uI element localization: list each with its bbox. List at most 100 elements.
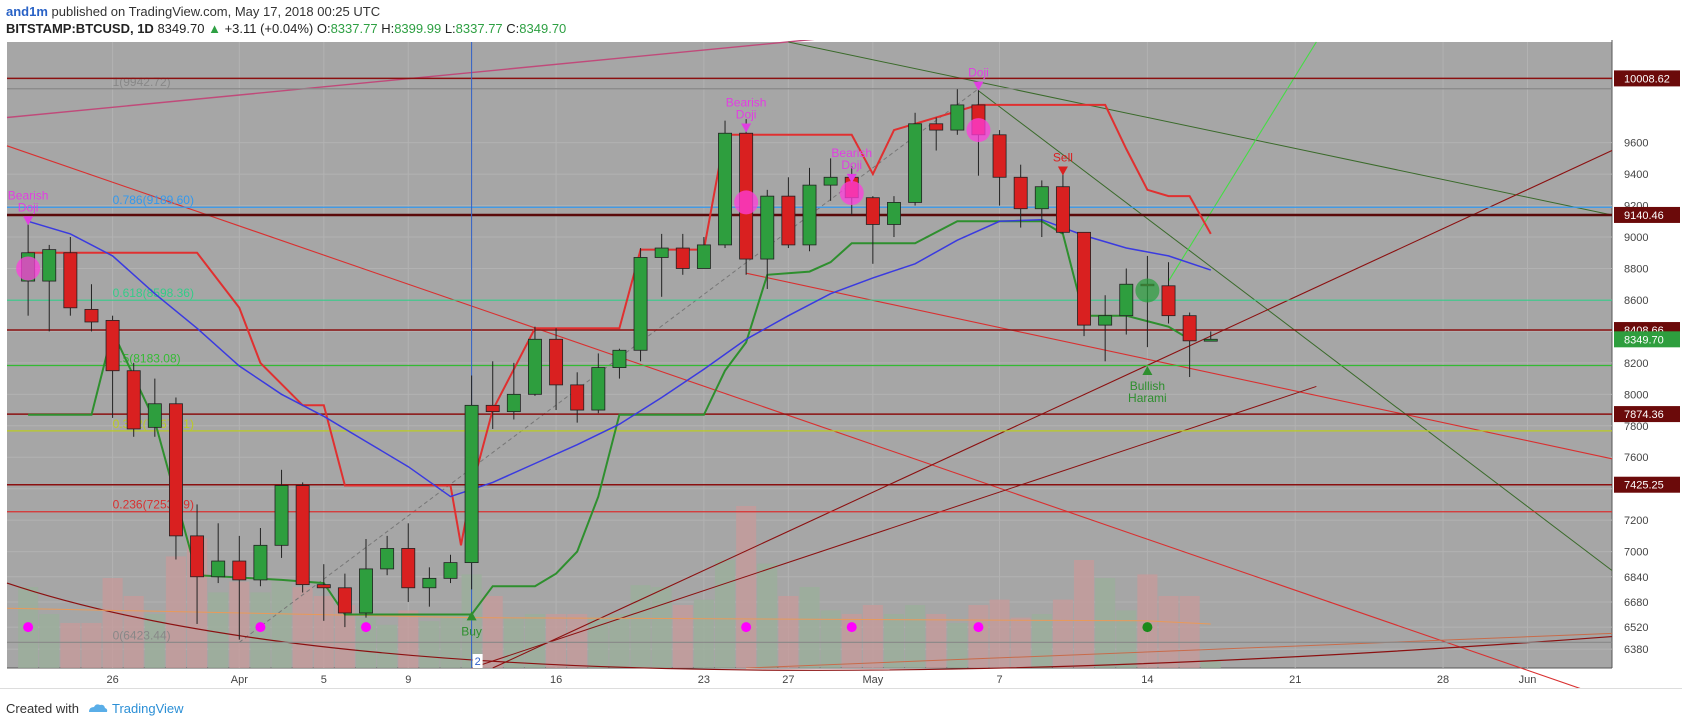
candle-body bbox=[232, 560, 247, 581]
trend-line bbox=[492, 150, 1613, 669]
ohlc-legend: BITSTAMP:BTCUSD, 1D 8349.70 ▲ +3.11 (+0.… bbox=[6, 21, 566, 36]
candle-body bbox=[464, 404, 479, 564]
price-chart[interactable]: 1(9942.72)0.786(9189.60)0.618(8598.36)0.… bbox=[0, 40, 1682, 688]
pattern-circle bbox=[966, 118, 991, 143]
down-arrow-icon bbox=[741, 123, 752, 133]
candle-body bbox=[718, 132, 732, 246]
last-price: 8349.70 bbox=[157, 21, 205, 36]
volume-bar bbox=[862, 605, 883, 668]
up-arrow-icon: ▲ bbox=[208, 21, 221, 36]
x-tick-label: 21 bbox=[1289, 674, 1301, 686]
candle-body bbox=[992, 134, 1007, 178]
fib-level-label: 1(9942.72) bbox=[113, 75, 171, 89]
annotation-label: Doji bbox=[18, 200, 39, 214]
candle-body bbox=[422, 577, 437, 589]
x-tick-label: 27 bbox=[782, 674, 794, 686]
last-price-tag bbox=[1614, 331, 1680, 348]
pattern-circle bbox=[839, 180, 864, 205]
pattern-circle bbox=[16, 256, 41, 281]
symbol-label[interactable]: BITSTAMP:BTCUSD, 1D bbox=[6, 21, 154, 36]
open-label: O: bbox=[316, 21, 331, 36]
volume-bar bbox=[778, 596, 799, 668]
author-link[interactable]: and1m bbox=[6, 4, 48, 19]
level-tag-label: 10008.62 bbox=[1624, 73, 1670, 85]
candle-body bbox=[696, 244, 711, 269]
candle-body bbox=[126, 370, 141, 430]
candle-body bbox=[401, 548, 416, 589]
volume-bar bbox=[271, 581, 292, 668]
candle-body bbox=[506, 393, 521, 413]
level-tag-label: 7874.36 bbox=[1624, 409, 1664, 421]
up-arrow-icon bbox=[466, 611, 477, 621]
level-tag bbox=[1614, 70, 1680, 87]
y-tick-label: 6680 bbox=[1624, 597, 1648, 609]
candle-body bbox=[549, 338, 564, 386]
candle-body bbox=[760, 195, 775, 260]
low-value: 8337.77 bbox=[455, 21, 503, 36]
volume-bar bbox=[165, 556, 186, 668]
volume-bar bbox=[714, 560, 736, 668]
annotation-label: Bearish bbox=[8, 188, 49, 202]
volume-bar bbox=[1179, 596, 1200, 668]
y-tick-label: 8200 bbox=[1624, 358, 1648, 370]
x-tick-label: Apr bbox=[231, 674, 248, 686]
candle-body bbox=[865, 197, 880, 225]
y-tick-label: 9400 bbox=[1624, 169, 1648, 181]
y-tick-label: 6840 bbox=[1624, 572, 1648, 584]
volume-bar bbox=[609, 614, 630, 668]
candle-body bbox=[211, 560, 226, 578]
trend-line bbox=[6, 40, 815, 119]
candle-body bbox=[42, 249, 57, 282]
candle-body bbox=[823, 176, 838, 186]
volume-bar bbox=[313, 596, 334, 668]
candle-body bbox=[337, 587, 352, 614]
volume-bar bbox=[736, 506, 757, 668]
signal-marker bbox=[23, 622, 34, 633]
volume-bar bbox=[693, 599, 714, 668]
level-tag-label: 9140.46 bbox=[1624, 210, 1664, 222]
candle-body bbox=[633, 257, 648, 351]
volume-bar bbox=[799, 587, 820, 668]
trend-line bbox=[6, 145, 1581, 688]
annotation-label: Sell bbox=[1053, 151, 1073, 165]
candle-body bbox=[929, 123, 944, 131]
y-tick-label: 8800 bbox=[1624, 263, 1648, 275]
trend-line bbox=[1168, 41, 1317, 282]
candle-body bbox=[295, 485, 310, 586]
up-arrow-icon bbox=[1142, 366, 1153, 376]
ema-line bbox=[27, 218, 1212, 498]
y-tick-label: 7600 bbox=[1624, 452, 1648, 464]
signal-marker bbox=[361, 622, 372, 633]
volume-bar bbox=[123, 596, 144, 668]
close-label: C: bbox=[506, 21, 520, 36]
y-tick-label: 9600 bbox=[1624, 138, 1648, 150]
down-arrow-icon bbox=[1057, 166, 1068, 176]
volume-bar bbox=[419, 621, 440, 668]
annotation-label: Harami bbox=[1128, 391, 1167, 405]
annotation-label: Bullish bbox=[1130, 379, 1165, 393]
x-tick-label: 7 bbox=[997, 674, 1003, 686]
created-with-label: Created with bbox=[6, 701, 79, 716]
candle-body bbox=[1119, 283, 1134, 317]
conversion-line bbox=[28, 220, 1191, 616]
signal-marker bbox=[973, 622, 984, 633]
x-tick-label: 23 bbox=[698, 674, 710, 686]
down-arrow-icon bbox=[973, 81, 984, 91]
candle-body bbox=[802, 184, 817, 246]
signal-marker bbox=[846, 622, 857, 633]
volume-bar bbox=[334, 605, 355, 668]
pattern-circle bbox=[734, 190, 759, 215]
candle-body bbox=[781, 195, 796, 246]
candle-body bbox=[1182, 315, 1197, 342]
volume-bar bbox=[144, 614, 165, 668]
volume-bar bbox=[567, 614, 588, 668]
candle-body bbox=[570, 384, 585, 411]
chart-header: and1m published on TradingView.com, May … bbox=[0, 0, 1682, 40]
price-axis-panel bbox=[1612, 40, 1682, 688]
level-tag bbox=[1614, 406, 1680, 423]
volume-bar bbox=[926, 614, 947, 668]
volume-bar bbox=[1031, 614, 1052, 668]
created-with: Created with TradingView bbox=[6, 701, 184, 716]
candle-body bbox=[887, 202, 901, 225]
tradingview-link[interactable]: TradingView bbox=[112, 701, 184, 716]
